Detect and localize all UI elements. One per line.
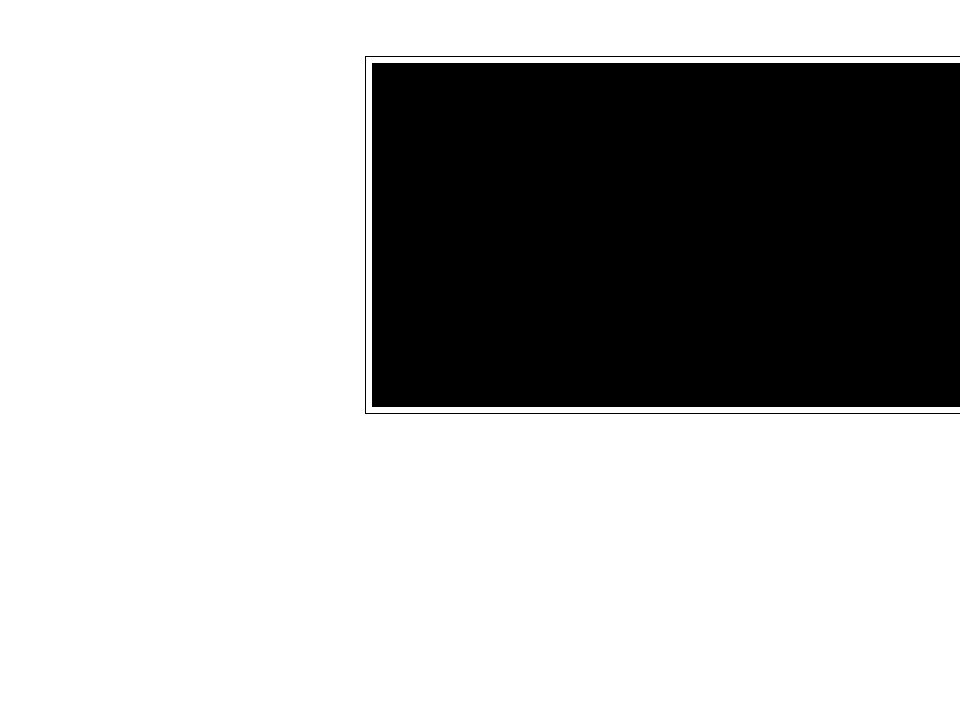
diagram-wrap bbox=[365, 56, 960, 416]
diagram-frame bbox=[365, 56, 960, 414]
diagram-inner bbox=[372, 63, 960, 407]
instrument-cluster-diagram bbox=[389, 75, 949, 395]
page-content bbox=[70, 60, 900, 234]
